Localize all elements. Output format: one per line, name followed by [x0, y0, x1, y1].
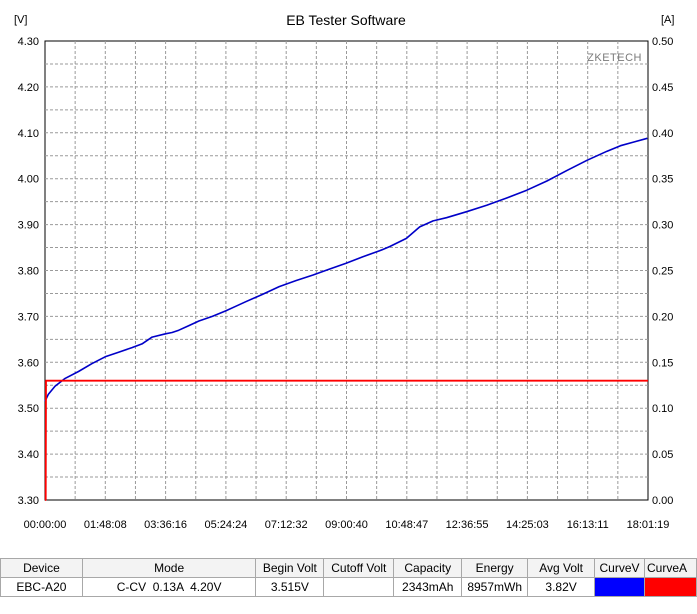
- chart: EB Tester Software [V] [A] 3.303.403.503…: [14, 12, 674, 531]
- header-device: Device: [0, 558, 83, 578]
- header-curve-a: CurveA: [643, 558, 697, 578]
- x-tick-label: 16:13:11: [567, 519, 609, 531]
- y-right-tick-label: 0.40: [652, 128, 673, 140]
- x-tick-label: 00:00:00: [24, 519, 67, 531]
- cell-device: EBC-A20: [0, 577, 83, 597]
- y-left-tick-label: 3.70: [18, 311, 39, 323]
- y-right-tick-label: 0.25: [652, 266, 673, 278]
- y-right-tick-label: 0.10: [652, 403, 673, 415]
- x-tick-label: 01:48:08: [84, 519, 127, 531]
- y-left-tick-label: 4.20: [18, 82, 39, 94]
- header-energy: Energy: [461, 558, 529, 578]
- cell-cutoff-volt: [323, 577, 395, 597]
- info-header-row: Device Mode Begin Volt Cutoff Volt Capac…: [0, 558, 697, 578]
- x-tick-label: 14:25:03: [506, 519, 549, 531]
- y-left-tick-label: 3.40: [18, 449, 39, 461]
- right-axis-unit: [A]: [661, 14, 674, 26]
- y-left-ticks: 3.30 3.40 3.50 3.60 3.70 3.80 3.90 4.00 4.10 4.20…: [18, 36, 39, 507]
- cell-capacity: 2343mAh: [393, 577, 463, 597]
- x-tick-label: 09:00:40: [325, 519, 368, 531]
- header-mode: Mode: [81, 558, 257, 578]
- x-tick-label: 03:36:16: [144, 519, 187, 531]
- header-avg-volt: Avg Volt: [527, 558, 596, 578]
- curve-v-color-swatch[interactable]: [595, 578, 644, 596]
- x-tick-label: 05:24:24: [204, 519, 247, 531]
- y-left-tick-label: 3.60: [18, 357, 39, 369]
- cell-avg-volt: 3.82V: [527, 577, 596, 597]
- y-right-tick-label: 0.50: [652, 36, 673, 48]
- header-curve-v: CurveV: [594, 558, 645, 578]
- cell-mode: C-CV 0.13A 4.20V: [81, 577, 257, 597]
- series-layer: [44, 137, 648, 501]
- x-ticks: 00:00:00 01:48:08 03:36:16 05:24:24 07:12:32…: [24, 519, 670, 531]
- y-right-tick-label: 0.45: [652, 82, 673, 94]
- y-right-tick-label: 0.30: [652, 220, 673, 232]
- y-left-tick-label: 4.10: [18, 128, 39, 140]
- grid: [45, 41, 648, 500]
- y-left-tick-label: 4.30: [18, 36, 39, 48]
- info-data-row[interactable]: EBC-A20 C-CV 0.13A 4.20V 3.515V 2343mAh …: [0, 577, 697, 597]
- y-left-tick-label: 3.80: [18, 266, 39, 278]
- y-left-tick-label: 3.50: [18, 403, 39, 415]
- voltage-series-line: [44, 137, 648, 402]
- left-axis-unit: [V]: [14, 14, 27, 26]
- y-right-tick-label: 0.05: [652, 449, 673, 461]
- current-series-line: [44, 379, 648, 501]
- x-tick-label: 10:48:47: [385, 519, 428, 531]
- info-table: Device Mode Begin Volt Cutoff Volt Capac…: [0, 558, 697, 597]
- y-left-tick-label: 4.00: [18, 174, 39, 186]
- y-right-tick-label: 0.15: [652, 357, 673, 369]
- cell-curve-v[interactable]: [594, 577, 645, 597]
- y-left-tick-label: 3.90: [18, 220, 39, 232]
- cell-energy: 8957mWh: [461, 577, 529, 597]
- header-begin-volt: Begin Volt: [255, 558, 325, 578]
- cell-curve-a[interactable]: [643, 577, 697, 597]
- header-cutoff-volt: Cutoff Volt: [323, 558, 395, 578]
- curve-a-color-swatch[interactable]: [645, 578, 696, 596]
- watermark: ZKETECH: [587, 52, 642, 64]
- x-tick-label: 12:36:55: [446, 519, 489, 531]
- x-tick-label: 07:12:32: [265, 519, 308, 531]
- chart-title: EB Tester Software: [286, 12, 406, 28]
- y-right-tick-label: 0.20: [652, 311, 673, 323]
- y-right-ticks: 0.00 0.05 0.10 0.15 0.20 0.25 0.30 0.35 0.40 0.45…: [652, 36, 673, 507]
- y-left-tick-label: 3.30: [18, 495, 39, 507]
- x-tick-label: 18:01:19: [627, 519, 670, 531]
- cell-begin-volt: 3.515V: [255, 577, 325, 597]
- header-capacity: Capacity: [393, 558, 463, 578]
- y-right-tick-label: 0.00: [652, 495, 673, 507]
- y-right-tick-label: 0.35: [652, 174, 673, 186]
